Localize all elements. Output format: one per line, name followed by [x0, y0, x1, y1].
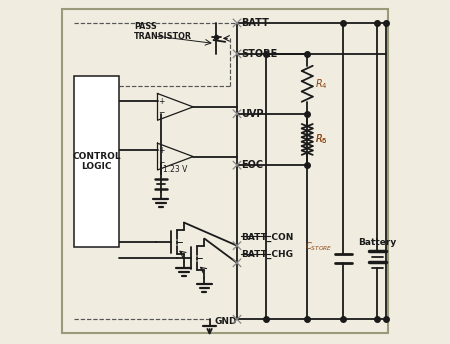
Text: Battery: Battery: [358, 238, 396, 247]
Text: PASS
TRANSISTOR: PASS TRANSISTOR: [134, 22, 192, 41]
Text: $R_4$: $R_4$: [315, 77, 328, 91]
Text: −: −: [158, 108, 165, 117]
Text: UVP: UVP: [241, 109, 264, 119]
Text: EOC: EOC: [241, 160, 263, 170]
Text: CONTROL
LOGIC: CONTROL LOGIC: [72, 152, 121, 171]
FancyBboxPatch shape: [62, 9, 388, 333]
Text: 1.23 V: 1.23 V: [162, 165, 187, 174]
Text: GND: GND: [215, 316, 237, 325]
Text: BATT_CON: BATT_CON: [241, 233, 293, 242]
FancyBboxPatch shape: [74, 76, 119, 247]
Text: BATT: BATT: [241, 18, 269, 28]
Text: +: +: [158, 97, 165, 106]
Text: $C_{STORE}$: $C_{STORE}$: [306, 240, 333, 253]
Text: BATT_CHG: BATT_CHG: [241, 250, 293, 259]
Text: $R_6$: $R_6$: [315, 132, 328, 146]
Text: STORE: STORE: [241, 49, 277, 59]
Text: +: +: [158, 147, 165, 155]
Text: $R_5$: $R_5$: [315, 132, 327, 146]
Text: −: −: [158, 158, 165, 167]
